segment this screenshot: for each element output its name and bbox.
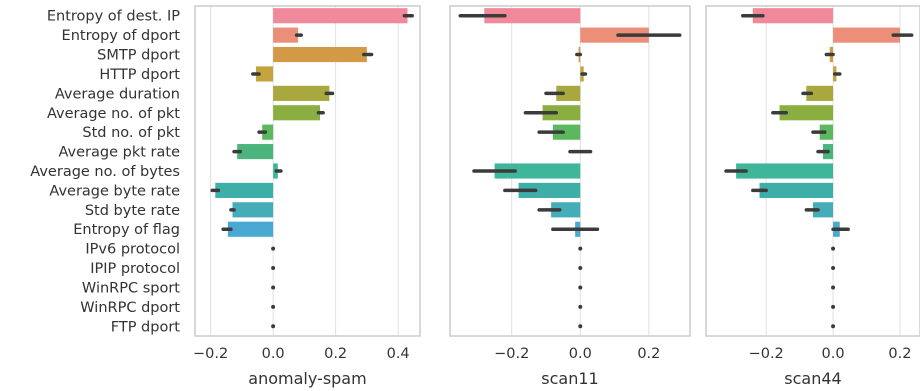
category-label: WinRPC dport: [80, 300, 180, 316]
panel-scan44: −0.2 0.0 0.2 scan44: [705, 5, 920, 388]
x-tick-label: 0.4: [387, 346, 410, 362]
category-label: Std byte rate: [85, 203, 180, 219]
x-tick-label: 0.0: [822, 346, 845, 362]
bar: [273, 46, 367, 63]
category-label: FTP dport: [111, 319, 181, 335]
error-bar: [578, 246, 583, 251]
category-labels: Entropy of dest. IP Entropy of dport SMTP …: [30, 9, 180, 336]
x-tick-label: −0.2: [193, 346, 228, 362]
bar: [255, 66, 274, 82]
category-label: Entropy of dest. IP: [47, 9, 180, 25]
bar: [227, 221, 274, 237]
category-label: Average no. of pkt: [47, 106, 180, 122]
bar: [273, 85, 330, 101]
error-bar: [831, 266, 836, 271]
panels: −0.2 0.0 0.2 0.4 anomaly-spam −0.2 0.0 0.2 scan1…: [193, 5, 920, 388]
bar: [759, 182, 834, 198]
bar: [273, 8, 408, 24]
error-bar: [831, 246, 836, 251]
panel-anomaly-spam: −0.2 0.0 0.2 0.4 anomaly-spam: [193, 5, 421, 388]
bar: [262, 124, 274, 140]
bar: [736, 163, 834, 179]
error-bar: [578, 266, 583, 271]
error-bar: [271, 266, 276, 271]
bar: [215, 182, 274, 198]
bar: [556, 85, 581, 101]
bar: [273, 105, 320, 121]
category-label: Average no. of bytes: [30, 164, 180, 180]
panel-frame: [449, 5, 691, 337]
category-label: Std no. of pkt: [82, 125, 180, 141]
category-label: WinRPC sport: [82, 280, 180, 296]
bar: [833, 27, 900, 43]
bar: [484, 8, 581, 24]
bar: [237, 144, 274, 160]
category-label: Entropy of flag: [73, 222, 180, 238]
category-label: IPv6 protocol: [85, 242, 180, 258]
bar: [273, 27, 299, 43]
x-tick-label: 0.2: [637, 346, 660, 362]
bar: [813, 202, 834, 218]
x-tick-label: −0.2: [494, 346, 529, 362]
bar: [494, 163, 581, 179]
x-tick-label: 0.0: [569, 346, 592, 362]
bar: [552, 124, 581, 140]
category-label: Entropy of dport: [62, 28, 181, 44]
x-tick-label: 0.0: [262, 346, 285, 362]
panel-frame: [194, 5, 421, 337]
category-label: Average pkt rate: [58, 145, 180, 161]
error-bar: [578, 324, 583, 329]
error-bar: [271, 246, 276, 251]
error-bar: [831, 304, 836, 309]
bar: [232, 202, 274, 218]
bar: [752, 8, 834, 24]
error-bar: [578, 304, 583, 309]
bar: [779, 105, 834, 121]
error-bar: [831, 324, 836, 329]
panel-frame: [705, 5, 920, 337]
error-bar: [831, 285, 836, 290]
x-tick-label: 0.2: [324, 346, 347, 362]
category-label: HTTP dport: [99, 67, 180, 83]
panel-scan11: −0.2 0.0 0.2 scan11: [449, 5, 691, 388]
x-axis-label: anomaly-spam: [248, 369, 366, 388]
category-label: IPIP protocol: [90, 261, 180, 277]
bar: [806, 85, 834, 101]
x-tick-label: 0.2: [888, 346, 911, 362]
x-axis-label: scan44: [784, 369, 841, 388]
category-label: Average duration: [55, 86, 180, 102]
category-label: Average byte rate: [49, 183, 180, 199]
error-bar: [271, 304, 276, 309]
error-bar: [271, 285, 276, 290]
bar: [551, 202, 581, 218]
x-axis-label: scan11: [541, 369, 598, 388]
category-label: SMTP dport: [97, 48, 180, 64]
x-tick-label: −0.2: [749, 346, 784, 362]
bar: [518, 182, 581, 198]
error-bar: [271, 324, 276, 329]
error-bar: [578, 285, 583, 290]
bar: [580, 27, 649, 43]
bar: [542, 105, 581, 121]
